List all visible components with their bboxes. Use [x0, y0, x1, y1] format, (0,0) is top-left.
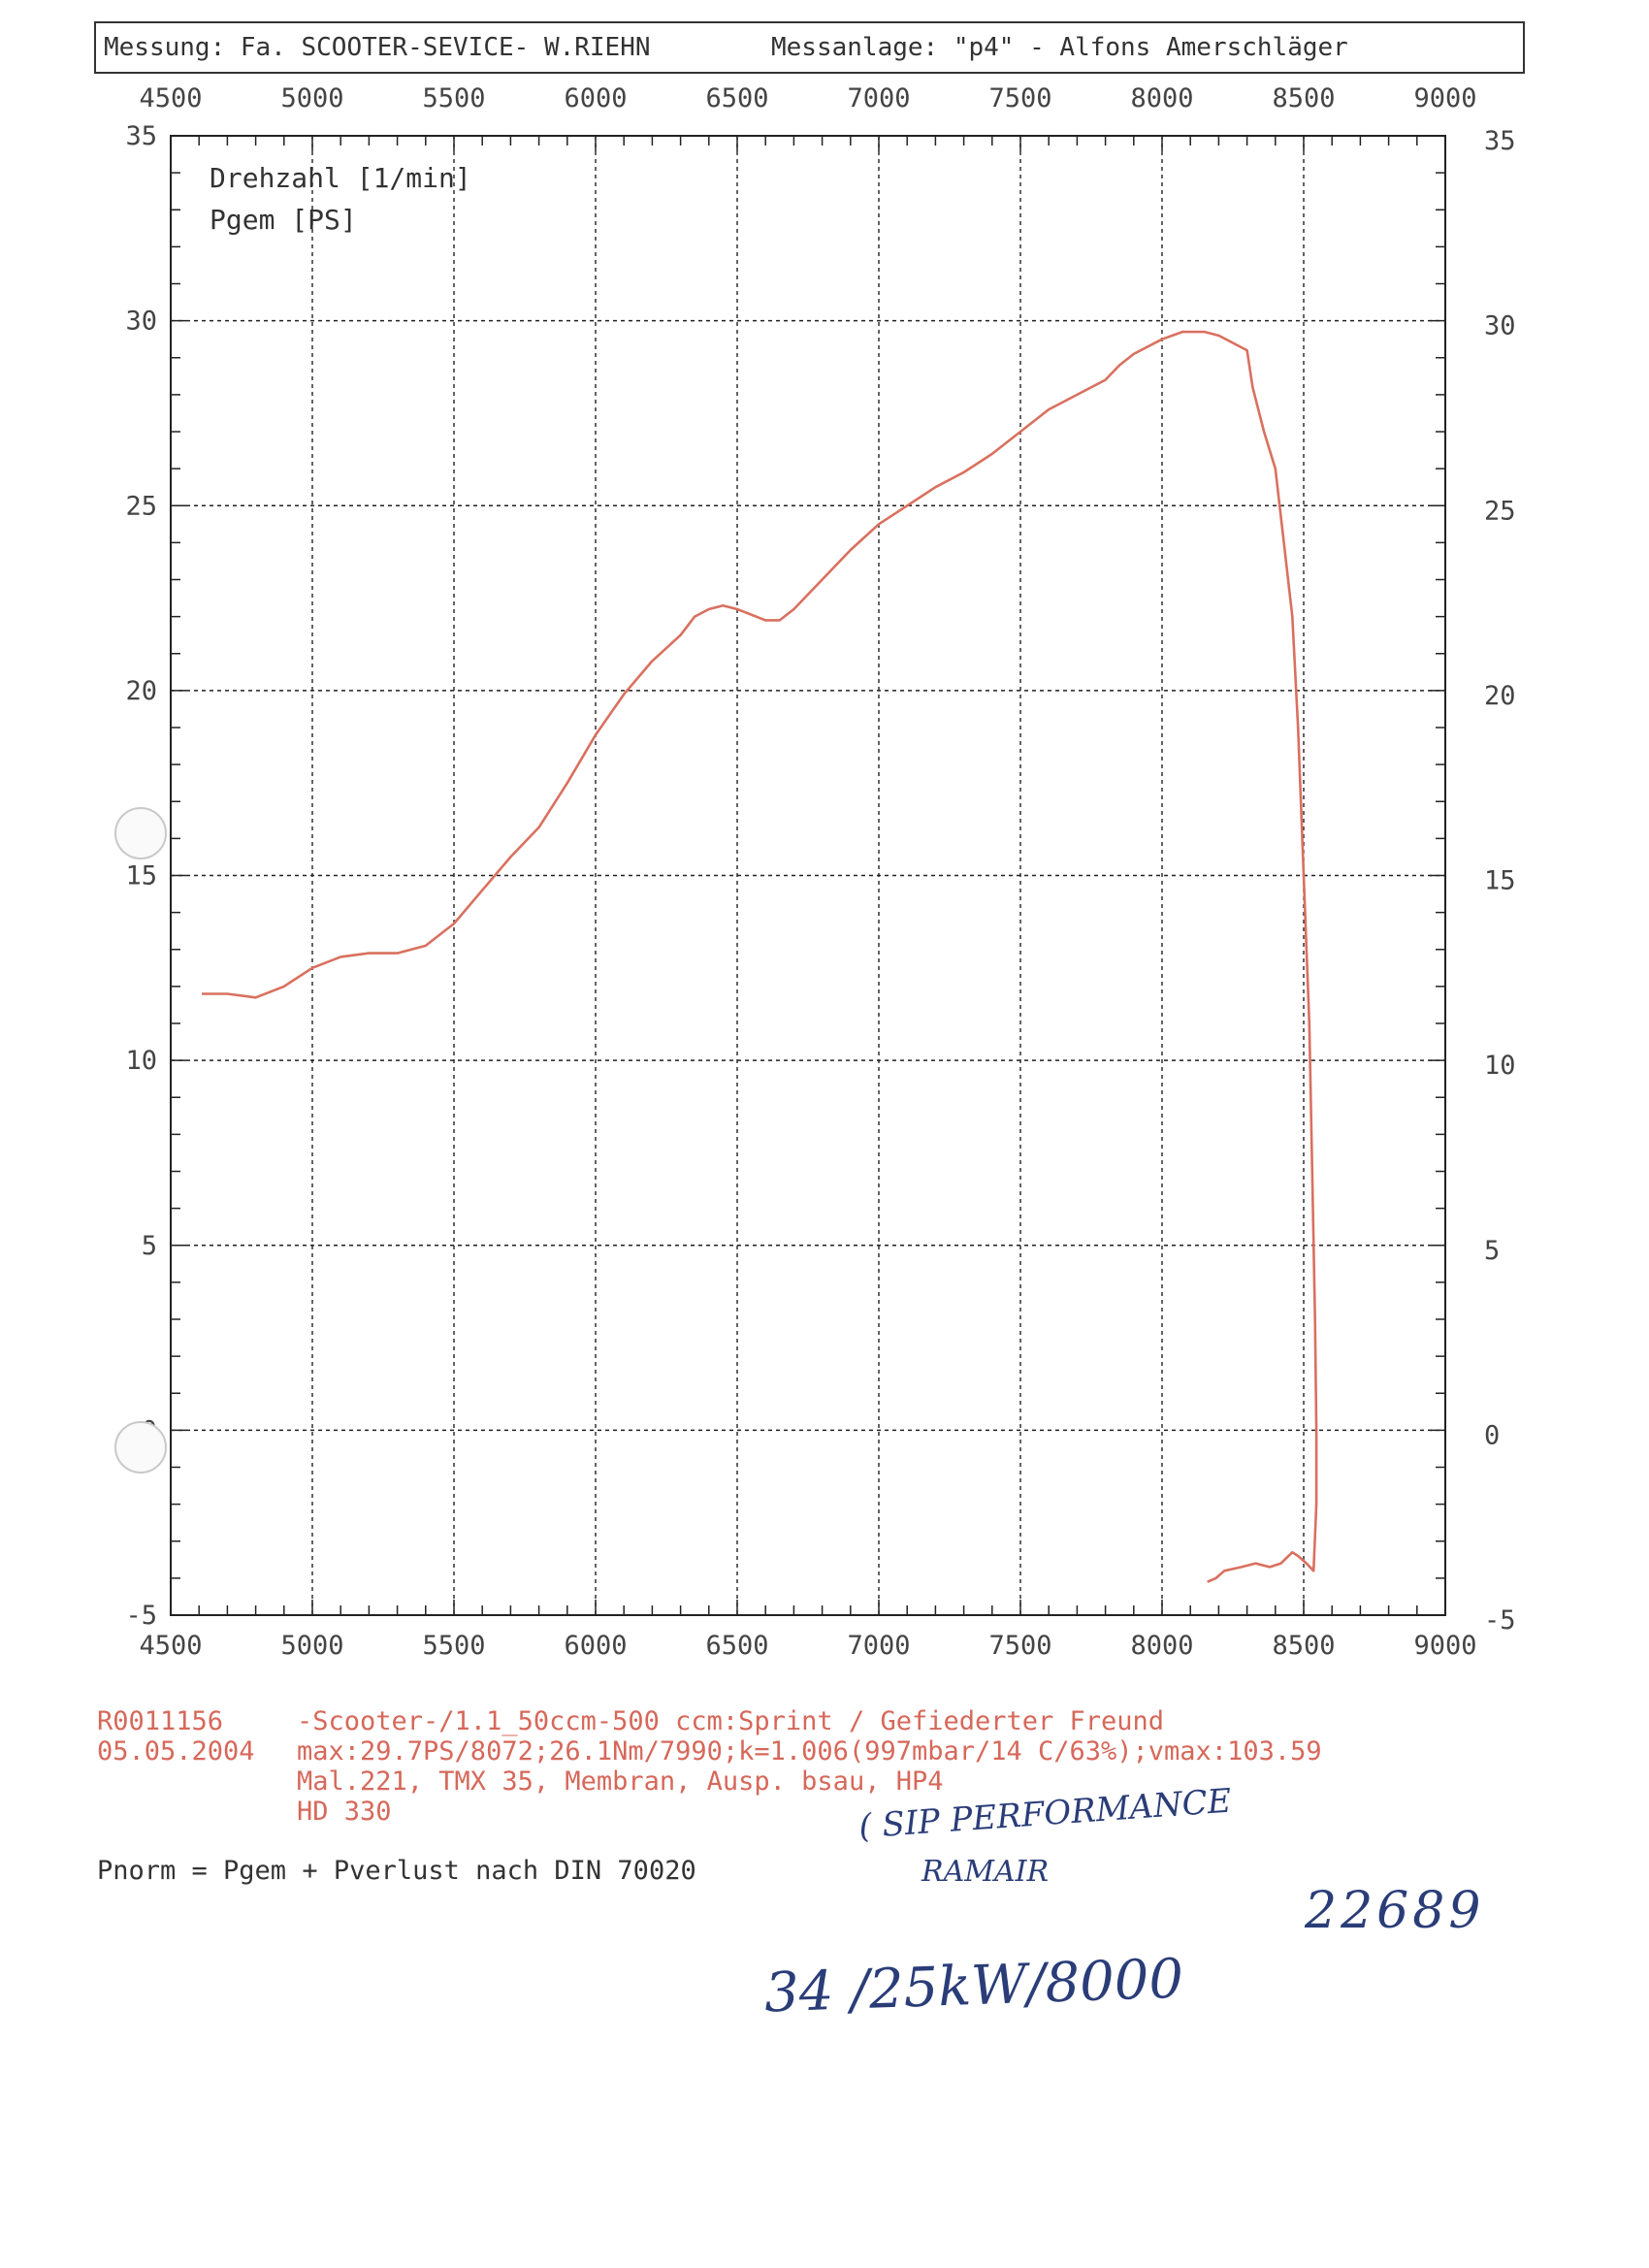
x-tick-label-bottom: 7000	[847, 1631, 910, 1661]
x-tick-label-top: 9000	[1413, 83, 1476, 113]
handwritten-result: 34 /25kW/8000	[762, 1947, 1185, 2025]
y-tick-label-left: 20	[125, 676, 157, 706]
measurement-label: Messung: Fa. SCOOTER-SEVICE- W.RIEHN	[104, 33, 651, 62]
chart-ticks	[170, 135, 1446, 1616]
handwritten-note-ramair: RAMAIR	[922, 1855, 1050, 1889]
y-tick-label-right: 10	[1484, 1051, 1516, 1081]
x-tick-label-top: 8000	[1130, 83, 1193, 113]
x-tick-label-top: 5500	[422, 83, 485, 113]
x-tick-label-top: 6000	[564, 83, 627, 113]
y-tick-label-right: -5	[1484, 1605, 1516, 1636]
x-tick-label-top: 8500	[1272, 83, 1335, 113]
chart-series	[202, 330, 1318, 1583]
chart-tick-labels: 4500 4500 5000 5000 5500 5500 6000 6000 6500 6500…	[125, 83, 1515, 1661]
y-tick-label-left: 10	[125, 1046, 157, 1076]
header-box: Messung: Fa. SCOOTER-SEVICE- W.RIEHN Mes…	[94, 21, 1525, 74]
facility-label: Messanlage: "p4" - Alfons Amerschläger	[771, 33, 1348, 62]
x-tick-label-bottom: 5500	[422, 1631, 485, 1661]
x-tick-label-bottom: 6000	[564, 1631, 627, 1661]
punch-hole-bottom	[114, 1421, 167, 1474]
power-chart: 4500 4500 5000 5000 5500 5500 6000 6000 6500 6500…	[125, 83, 1515, 1661]
x-tick-label-bottom: 8000	[1130, 1631, 1193, 1661]
y-tick-label-right: 30	[1484, 311, 1516, 341]
x-tick-label-bottom: 5000	[280, 1631, 343, 1661]
punch-hole-top	[114, 807, 167, 859]
y-tick-label-left: 5	[142, 1231, 157, 1261]
din-note: Pnorm = Pgem + Pverlust nach DIN 70020	[97, 1856, 696, 1886]
chart-grid	[171, 136, 1445, 1615]
x-tick-label-bottom: 7500	[988, 1631, 1051, 1661]
x-tick-label-bottom: 4500	[139, 1631, 202, 1661]
legend-power: Pgem [PS]	[210, 204, 357, 236]
x-tick-label-bottom: 6500	[705, 1631, 768, 1661]
y-tick-label-left: -5	[125, 1601, 157, 1631]
y-tick-label-left: 25	[125, 491, 157, 521]
x-tick-label-top: 5000	[280, 83, 343, 113]
x-tick-label-bottom: 8500	[1272, 1631, 1335, 1661]
x-tick-label-top: 4500	[139, 83, 202, 113]
y-tick-label-right: 0	[1484, 1420, 1500, 1450]
run-date: 05.05.2004	[97, 1736, 255, 1766]
y-tick-label-right: 20	[1484, 681, 1516, 711]
setup-line: Mal.221, TMX 35, Membran, Ausp. bsau, HP…	[297, 1766, 944, 1797]
y-tick-label-right: 25	[1484, 496, 1516, 526]
power-curve-line	[202, 330, 1318, 1583]
x-tick-label-top: 7500	[988, 83, 1051, 113]
y-tick-label-left: 15	[125, 861, 157, 891]
max-values-line: max:29.7PS/8072;26.1Nm/7990;k=1.006(997m…	[297, 1736, 1322, 1766]
x-tick-label-bottom: 9000	[1413, 1631, 1476, 1661]
run-code: R0011156	[97, 1706, 224, 1736]
jet-line: HD 330	[297, 1797, 392, 1827]
x-tick-label-top: 6500	[705, 83, 768, 113]
vehicle-line: -Scooter-/1.1_50ccm-500 ccm:Sprint / Gef…	[297, 1706, 1165, 1736]
y-tick-label-right: 35	[1484, 126, 1516, 156]
y-tick-label-left: 35	[125, 121, 157, 151]
y-tick-label-left: 30	[125, 307, 157, 337]
x-tick-label-top: 7000	[847, 83, 910, 113]
legend-rpm: Drehzahl [1/min]	[210, 162, 471, 194]
y-tick-label-right: 15	[1484, 866, 1516, 896]
handwritten-number: 22689	[1305, 1882, 1485, 1940]
y-tick-label-right: 5	[1484, 1236, 1500, 1266]
